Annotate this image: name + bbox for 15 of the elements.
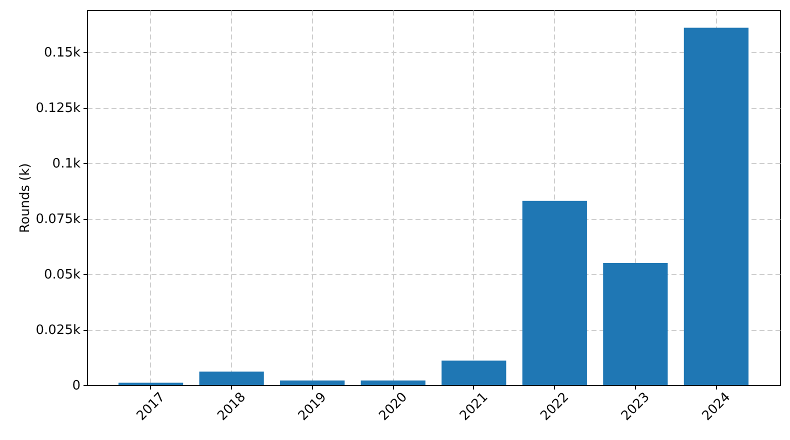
bar bbox=[603, 262, 668, 385]
bar bbox=[280, 380, 345, 385]
y-tick-label: 0 bbox=[72, 378, 80, 394]
bar bbox=[684, 28, 748, 385]
y-axis-title: Rounds (k) bbox=[18, 163, 33, 233]
y-tick-label: 0.075k bbox=[36, 212, 81, 228]
y-tick-label: 0.15k bbox=[44, 46, 81, 61]
bar bbox=[360, 380, 426, 385]
y-tick-label: 0.125k bbox=[36, 101, 81, 116]
bar bbox=[199, 372, 264, 385]
y-tick-label: 0.05k bbox=[44, 268, 81, 283]
y-tick-label: 0.1k bbox=[52, 156, 81, 172]
bar bbox=[522, 200, 587, 385]
y-tick-label: 0.025k bbox=[36, 323, 81, 338]
bar bbox=[442, 360, 506, 385]
